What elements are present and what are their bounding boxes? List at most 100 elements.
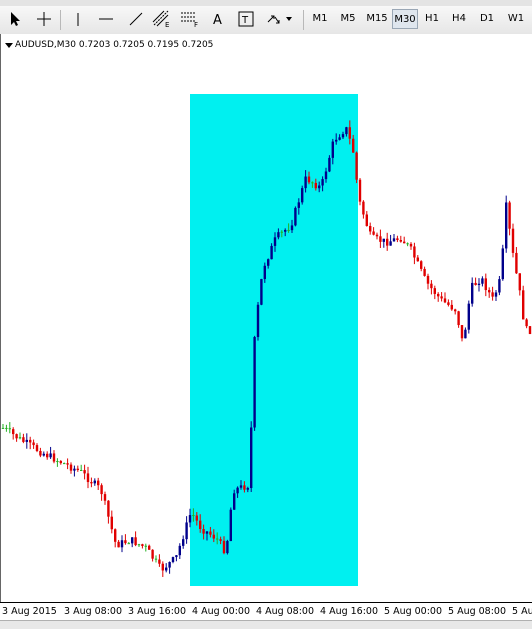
chevron-down-icon[interactable] [5,41,13,49]
candle-body [488,290,490,292]
candle-body [97,481,99,486]
chart-window[interactable] [0,34,532,602]
candle-body [9,428,11,429]
candle-body [155,559,157,560]
candle-body [505,202,507,248]
candle-body [383,239,385,242]
price-chart[interactable] [1,34,532,602]
candle-body [338,137,340,140]
candle-body [56,461,58,462]
timeframe-h1[interactable]: H1 [420,9,444,29]
candle-body [60,461,62,463]
timeframe-d1[interactable]: D1 [475,9,499,29]
candle-body [481,278,483,283]
svg-text:F: F [194,21,198,28]
candle-body [321,179,323,185]
crosshair-icon[interactable] [34,8,54,30]
fibonacci-retracement-icon[interactable]: F [179,8,201,30]
candle-body [141,544,143,546]
candle-body [502,248,504,279]
candle-body [111,517,113,530]
candle-body [148,546,150,550]
svg-text:A: A [213,13,222,27]
candle-body [491,292,493,296]
candle-body [189,515,191,522]
timeframe-h4[interactable]: H4 [447,9,471,29]
candle-body [376,235,378,237]
timeframe-m5[interactable]: M5 [336,9,360,29]
candle-body [206,532,208,534]
candle-body [508,202,510,228]
candle-body [430,284,432,288]
time-axis-label: 3 Aug 08:00 [64,606,122,617]
candle-body [12,429,14,434]
candle-body [213,535,215,539]
candle-body [349,127,351,139]
text-icon[interactable]: A [210,8,228,30]
trendline-icon[interactable] [126,8,146,30]
candle-body [185,522,187,539]
candle-body [107,501,109,517]
time-axis-label: 4 Aug 16:00 [320,606,378,617]
timeframe-m30[interactable]: M30 [392,9,418,29]
vertical-line-icon[interactable] [70,8,86,30]
candle-body [328,158,330,172]
timeframe-m15[interactable]: M15 [364,9,390,29]
toolbar: E F A T M1 M5 M15 M30 H1 H4 D1 W1 [0,6,532,35]
candle-body [400,240,402,242]
candle-body [128,543,130,544]
candle-body [345,127,347,134]
candle-body [36,445,38,451]
candle-body [274,237,276,246]
horizontal-line-icon[interactable] [96,8,116,30]
timeframe-w1[interactable]: W1 [503,9,529,29]
arrows-dropdown-icon[interactable] [264,8,294,30]
candle-body [304,177,306,189]
candle-body [2,428,4,429]
candle-body [298,202,300,208]
candle-body [379,236,381,242]
candle-body [138,544,140,545]
time-axis: 3 Aug 2015 3 Aug 08:00 3 Aug 16:00 4 Aug… [0,602,532,621]
candle-body [270,246,272,259]
candle-body [73,469,75,471]
candle-body [43,454,45,456]
candle-body [529,326,531,334]
time-axis-label: 5 Aug 08:00 [448,606,506,617]
candle-body [281,232,283,233]
candle-body [165,568,167,571]
toolbar-separator [60,10,61,30]
candle-body [22,437,24,442]
candle-body [396,238,398,240]
candle-body [90,482,92,483]
cursor-icon[interactable] [6,8,24,30]
candle-body [267,259,269,266]
candle-body [471,283,473,304]
candle-body [406,243,408,244]
candle-body [175,555,177,557]
candle-body [151,550,153,559]
equidistant-channel-icon[interactable]: E [151,8,173,30]
candle-body [284,230,286,232]
text-label-icon[interactable]: T [236,8,256,30]
timeframe-m1[interactable]: M1 [308,9,332,29]
time-axis-label: 5 Aug [512,606,532,617]
candle-body [369,226,371,231]
candle-body [457,311,459,325]
candle-body [196,516,198,521]
candle-body [315,183,317,188]
candle-body [63,463,65,464]
candle-body [230,510,232,541]
svg-text:T: T [241,15,249,26]
candle-body [192,515,194,516]
candle-body [366,214,368,225]
candle-body [342,134,344,137]
candle-body [202,529,204,534]
candle-body [403,242,405,244]
candle-body [294,208,296,226]
candle-body [247,488,249,490]
candle-body [243,485,245,489]
candle-body [474,283,476,285]
candle-body [427,276,429,284]
time-axis-label: 5 Aug 00:00 [384,606,442,617]
